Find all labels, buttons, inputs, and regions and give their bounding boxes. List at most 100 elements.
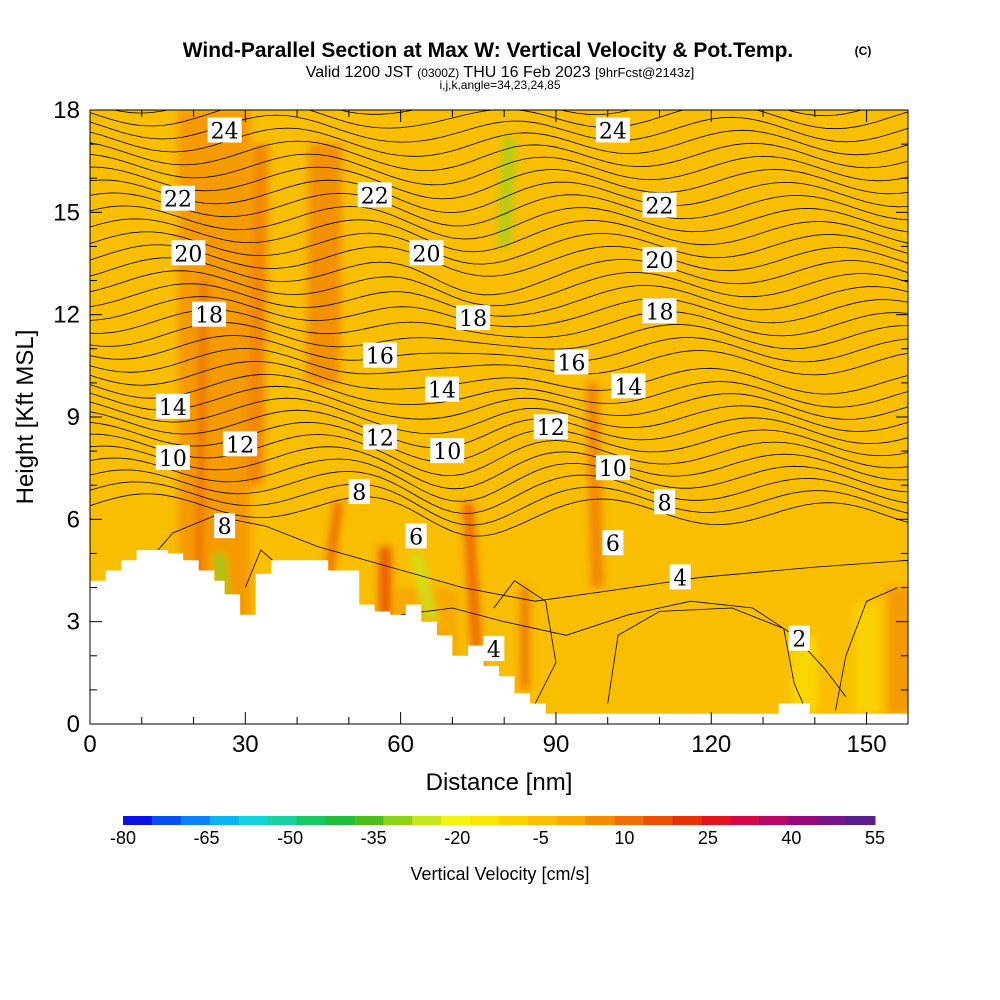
contour-label-text: 20: [645, 249, 673, 274]
contour-label: 14: [611, 373, 646, 400]
colorbar-swatch: [614, 816, 645, 825]
contour-label: 10: [430, 438, 465, 465]
colorbar-swatch: [556, 816, 587, 825]
axes: 0 30 60 90 120 150 0 3 6 9 12 15 18: [53, 97, 908, 758]
contour-label: 20: [171, 240, 206, 267]
colorbar-swatch: [730, 816, 760, 825]
x-tick-label: 90: [543, 731, 570, 758]
contour-label: 22: [161, 185, 196, 213]
colorbar-title: Vertical Velocity [cm/s]: [410, 864, 589, 884]
contour-label: 12: [223, 431, 258, 458]
y-tick-label: 3: [67, 609, 80, 636]
contour-label-text: 22: [164, 188, 192, 213]
theta-contour-line: [90, 481, 908, 526]
velocity-band: [520, 587, 530, 690]
contour-label-text: 4: [487, 638, 501, 663]
colorbar-swatch: [817, 816, 847, 825]
velocity-band: [791, 638, 818, 714]
velocity-band: [462, 502, 484, 684]
colorbar-swatch: [788, 816, 818, 825]
theta-contour-line: [90, 445, 908, 490]
y-tick-label: 12: [53, 302, 80, 329]
colorbar-swatch: [470, 816, 500, 825]
contour-label-text: 12: [366, 426, 394, 451]
velocity-band: [497, 137, 517, 247]
colorbar-tick-label: 10: [614, 828, 634, 848]
contour-label: 18: [456, 305, 491, 332]
theta-contour-line: [90, 270, 908, 307]
theta-contour-line: [90, 373, 908, 408]
colorbar-swatch: [238, 816, 269, 825]
theta-contour-line: [90, 360, 908, 395]
contour-label-text: 8: [352, 481, 366, 506]
contour-label: 8: [214, 513, 236, 540]
contour-label-text: 12: [226, 433, 254, 458]
theta-contour-line: [90, 179, 908, 214]
colorbar-tick-label: -5: [533, 828, 549, 848]
theta-contour-line: [90, 397, 908, 435]
contour-label: 18: [642, 298, 677, 325]
forecast-info: [9hrFcst@2143z]: [595, 65, 694, 80]
x-tick-label: 30: [232, 731, 259, 758]
colorbar-tick-label: -80: [110, 828, 136, 848]
theta-contour-line: [607, 607, 805, 708]
contour-label-text: 24: [211, 119, 239, 144]
theta-contour-line: [131, 515, 908, 602]
contour-label-text: 18: [459, 307, 487, 332]
theta-contour-line: [90, 231, 908, 265]
theta-contour-line: [90, 457, 908, 502]
colorbar-swatch: [441, 816, 471, 825]
contour-label-text: 22: [645, 195, 673, 220]
contour-label: 14: [155, 393, 190, 421]
colorbar-swatch: [123, 816, 153, 825]
contour-label: 14: [425, 376, 460, 404]
theta-contour-line: [90, 385, 908, 420]
chart-header: Wind-Parallel Section at Max W: Vertical…: [183, 39, 872, 92]
colorbar-swatch: [383, 816, 413, 825]
contour-label: 16: [362, 342, 397, 370]
x-axis-title: Distance [nm]: [426, 769, 573, 796]
contour-label-text: 10: [433, 440, 461, 465]
contour-label: 10: [595, 455, 630, 482]
colorbar-swatch: [209, 816, 240, 825]
velocity-band: [195, 280, 208, 588]
contour-label-text: 18: [645, 300, 673, 325]
y-tick-label: 15: [53, 199, 80, 226]
contour-label-text: 4: [673, 566, 687, 591]
contour-label-text: 6: [606, 532, 620, 557]
theta-contour-line: [90, 409, 908, 449]
contour-label: 20: [642, 247, 677, 274]
velocity-band: [247, 144, 269, 486]
contour-label: 22: [357, 182, 392, 209]
colorbar-swatch: [846, 816, 876, 825]
theta-contour-line: [400, 600, 847, 697]
colorbar-tick-label: -35: [361, 828, 387, 848]
theta-contour-line: [90, 140, 908, 172]
contour-label: 6: [602, 530, 624, 557]
contour-label-text: 10: [159, 447, 187, 472]
colorbar-swatch: [701, 816, 731, 825]
velocity-band: [887, 587, 908, 714]
contour-label-text: 20: [174, 242, 202, 267]
theta-contour-line: [493, 580, 557, 704]
contour-label-text: 14: [614, 375, 642, 400]
colorbar-swatch: [759, 816, 789, 825]
x-tick-label: 0: [83, 731, 96, 758]
x-tick-label: 60: [387, 731, 414, 758]
velocity-band: [306, 144, 343, 383]
theta-contour-line: [90, 335, 908, 363]
velocity-band: [378, 546, 392, 622]
theta-contour-line: [90, 244, 908, 277]
theta-contour-line: [90, 493, 908, 537]
contour-label: 24: [207, 117, 242, 144]
theta-contour-line: [90, 309, 908, 339]
colorbar-swatch: [267, 816, 298, 825]
contour-label-text: 16: [557, 351, 585, 376]
contour-label-text: 6: [409, 525, 423, 550]
contour-label: 10: [155, 444, 190, 472]
contour-label: 4: [483, 635, 505, 663]
contour-label: 2: [788, 625, 810, 653]
contour-label: 12: [362, 424, 397, 451]
